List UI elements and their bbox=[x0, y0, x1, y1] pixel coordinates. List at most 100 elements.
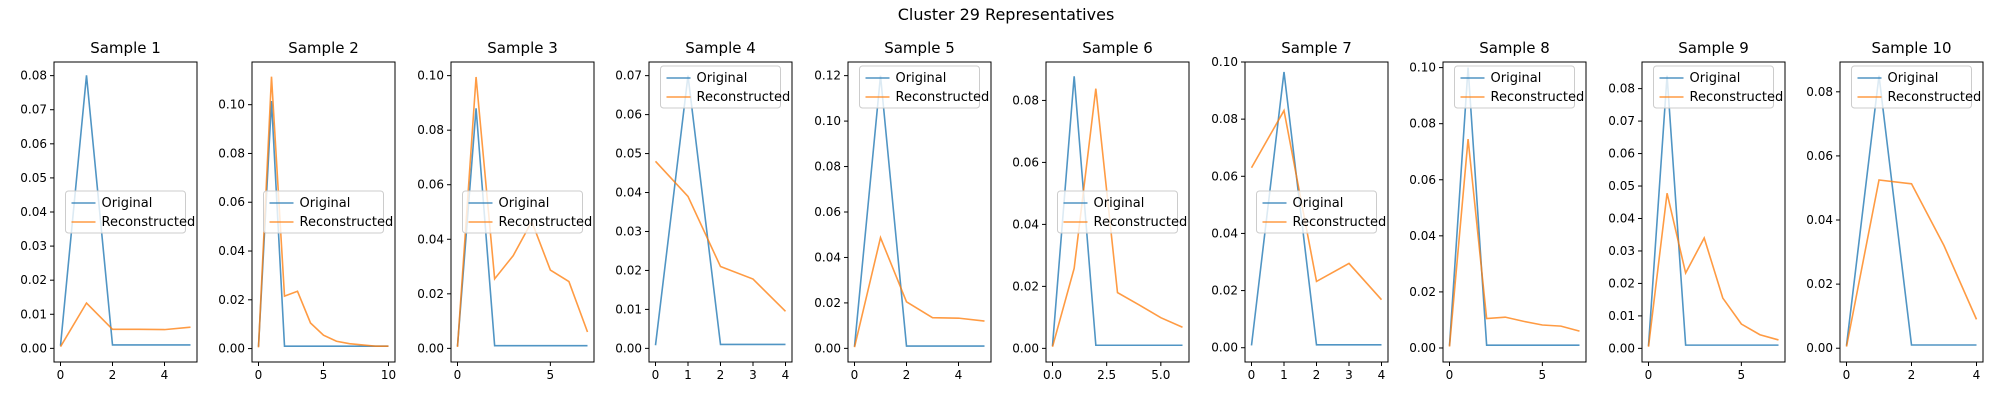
x-tick-label: 2 bbox=[109, 368, 117, 382]
y-tick-label: 0.02 bbox=[1608, 276, 1635, 290]
x-tick-label: 0 bbox=[1446, 368, 1454, 382]
x-tick-label: 0 bbox=[1843, 368, 1851, 382]
y-tick-label: 0.08 bbox=[1211, 112, 1238, 126]
y-tick-label: 0.01 bbox=[1608, 309, 1635, 323]
legend: Original Reconstructed bbox=[859, 65, 989, 109]
y-tick-label: 0.08 bbox=[1608, 82, 1635, 96]
y-tick-label: 0.07 bbox=[20, 103, 47, 117]
series-line-reconstructed bbox=[1448, 139, 1580, 347]
subplot-2: Sample 2 0.00 0.02 0.04 0.06 0.08 0.10 0 5 10 Orig… bbox=[218, 39, 396, 382]
subplot-title: Sample 6 bbox=[1082, 39, 1153, 57]
y-tick-label: 0.08 bbox=[1409, 117, 1436, 131]
legend-label: Reconstructed bbox=[499, 215, 593, 230]
legend: Original Reconstructed bbox=[65, 190, 195, 234]
legend-label: Original bbox=[1491, 71, 1542, 86]
y-tick-label: 0.04 bbox=[20, 205, 47, 219]
legend-label: Original bbox=[896, 71, 947, 86]
y-tick-label: 0.10 bbox=[1409, 61, 1436, 75]
series-line-original bbox=[59, 75, 191, 346]
legend-label: Reconstructed bbox=[1293, 215, 1387, 230]
y-tick-label: 0.00 bbox=[1012, 341, 1039, 355]
x-tick-label: 0 bbox=[57, 368, 65, 382]
x-tick-label: 5 bbox=[1539, 368, 1547, 382]
x-tick-label: 0 bbox=[255, 368, 263, 382]
subplot-1: Sample 1 0.00 0.01 0.02 0.03 0.04 0.05 0.06 0.07… bbox=[20, 39, 198, 382]
y-tick-label: 0.04 bbox=[615, 186, 642, 200]
y-tick-label: 0.02 bbox=[218, 293, 245, 307]
subplot-5: Sample 5 0.00 0.02 0.04 0.06 0.08 0.10 0.12 0 2 4 O… bbox=[814, 39, 992, 382]
legend-label: Original bbox=[499, 196, 550, 211]
x-tick-label: 2.5 bbox=[1097, 368, 1116, 382]
subplot-title: Sample 2 bbox=[288, 39, 359, 57]
y-tick-label: 0.08 bbox=[1012, 93, 1039, 107]
subplot-10: Sample 10 0.00 0.02 0.04 0.06 0.08 0 2 4 Original… bbox=[1806, 39, 1984, 382]
y-tick-label: 0.00 bbox=[20, 341, 47, 355]
legend-label: Reconstructed bbox=[300, 215, 394, 230]
y-tick-label: 0.06 bbox=[1806, 149, 1833, 163]
y-tick-label: 0.12 bbox=[814, 69, 841, 83]
y-tick-label: 0.00 bbox=[1409, 341, 1436, 355]
axes-frame bbox=[1244, 61, 1389, 363]
subplot-grid: Sample 10.000.010.020.030.040.050.060.07… bbox=[20, 39, 1984, 382]
x-tick-label: 4 bbox=[955, 368, 963, 382]
series-line-reconstructed bbox=[456, 76, 589, 348]
y-tick-label: 0.08 bbox=[417, 123, 444, 137]
legend-label: Reconstructed bbox=[1094, 215, 1188, 230]
series-line-original bbox=[1647, 75, 1779, 346]
y-tick-label: 0.03 bbox=[20, 239, 47, 253]
y-tick-label: 0.04 bbox=[218, 244, 245, 258]
legend-label: Original bbox=[1293, 196, 1344, 211]
x-tick-label: 2 bbox=[717, 368, 725, 382]
legend-label: Original bbox=[1094, 196, 1145, 211]
series-line-original bbox=[257, 100, 389, 347]
axes-frame bbox=[53, 61, 198, 363]
y-tick-label: 0.06 bbox=[615, 108, 642, 122]
y-tick-label: 0.00 bbox=[814, 341, 841, 355]
y-tick-label: 0.10 bbox=[1211, 55, 1238, 69]
y-tick-label: 0.06 bbox=[814, 205, 841, 219]
x-tick-label: 0.0 bbox=[1043, 368, 1062, 382]
y-tick-label: 0.06 bbox=[1012, 155, 1039, 169]
y-tick-label: 0.04 bbox=[814, 250, 841, 264]
x-tick-label: 5 bbox=[547, 368, 555, 382]
x-tick-label: 2 bbox=[1908, 368, 1916, 382]
series-line-original bbox=[853, 75, 985, 347]
y-tick-label: 0.02 bbox=[1012, 279, 1039, 293]
x-tick-label: 3 bbox=[749, 368, 757, 382]
y-tick-label: 0.04 bbox=[1806, 213, 1833, 227]
y-tick-label: 0.06 bbox=[218, 195, 245, 209]
legend-label: Original bbox=[300, 196, 351, 211]
y-tick-label: 0.02 bbox=[1409, 285, 1436, 299]
x-tick-label: 0 bbox=[454, 368, 462, 382]
y-tick-label: 0.00 bbox=[218, 342, 245, 356]
x-tick-label: 4 bbox=[782, 368, 790, 382]
y-tick-label: 0.01 bbox=[615, 302, 642, 316]
y-tick-label: 0.02 bbox=[1806, 277, 1833, 291]
legend-label: Reconstructed bbox=[1491, 90, 1585, 105]
y-tick-label: 0.06 bbox=[1409, 173, 1436, 187]
y-tick-label: 0.05 bbox=[20, 171, 47, 185]
y-tick-label: 0.05 bbox=[615, 147, 642, 161]
series-line-original bbox=[1051, 76, 1183, 347]
subplot-7: Sample 7 0.00 0.02 0.04 0.06 0.08 0.10 0 1 2 3 4 Ori… bbox=[1211, 39, 1389, 382]
y-tick-label: 0.04 bbox=[1409, 229, 1436, 243]
figure-title: Cluster 29 Representatives bbox=[898, 5, 1115, 24]
legend: Original Reconstructed bbox=[1653, 65, 1783, 109]
x-tick-label: 1 bbox=[1280, 368, 1288, 382]
y-tick-label: 0.07 bbox=[615, 69, 642, 83]
y-tick-label: 0.00 bbox=[1806, 341, 1833, 355]
axes-frame bbox=[1641, 61, 1786, 363]
subplot-3: Sample 3 0.00 0.02 0.04 0.06 0.08 0.10 0 5 Origin… bbox=[417, 39, 595, 382]
subplot-title: Sample 3 bbox=[487, 39, 558, 57]
x-tick-label: 0 bbox=[1248, 368, 1256, 382]
series-line-reconstructed bbox=[1845, 179, 1978, 347]
y-tick-label: 0.08 bbox=[814, 160, 841, 174]
subplot-title: Sample 5 bbox=[884, 39, 955, 57]
y-tick-label: 0.00 bbox=[1211, 341, 1238, 355]
series-line-reconstructed bbox=[1250, 108, 1383, 301]
series-line-original bbox=[654, 75, 786, 346]
y-tick-label: 0.00 bbox=[1608, 341, 1635, 355]
x-tick-label: 3 bbox=[1345, 368, 1353, 382]
legend: Original Reconstructed bbox=[462, 190, 593, 234]
y-tick-label: 0.03 bbox=[615, 224, 642, 238]
